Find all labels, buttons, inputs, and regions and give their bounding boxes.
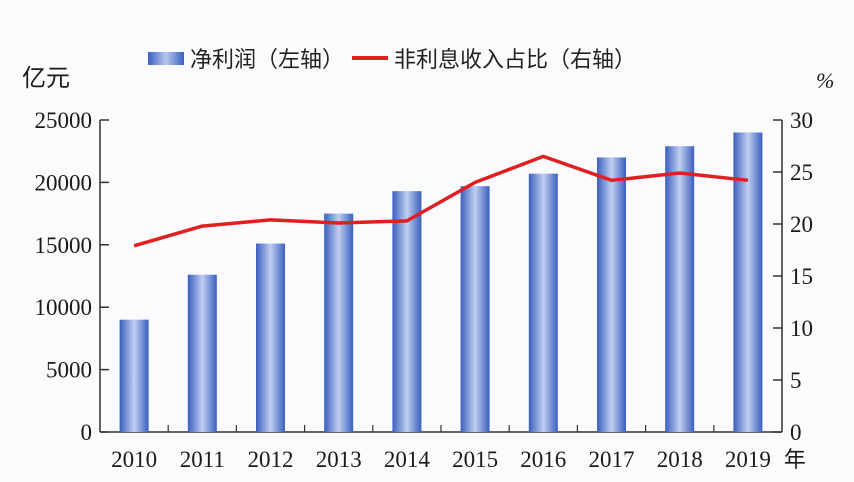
line-series xyxy=(133,154,749,248)
bar-2011 xyxy=(187,274,217,432)
x-axis-unit: 年 xyxy=(784,448,806,473)
x-tick-label: 2012 xyxy=(248,447,294,472)
left-tick-label: 25000 xyxy=(35,108,93,133)
x-tick-label: 2018 xyxy=(657,447,703,472)
bar-2017 xyxy=(597,157,626,432)
right-tick-label: 10 xyxy=(790,316,813,341)
legend-line-label: 非利息收入占比（右轴） xyxy=(394,48,637,73)
right-tick-label: 15 xyxy=(790,264,813,289)
bar-2019 xyxy=(733,132,763,433)
left-tick-label: 15000 xyxy=(35,233,93,258)
bar-2016 xyxy=(528,173,558,432)
bar-2015 xyxy=(460,186,490,432)
x-tick-label: 2017 xyxy=(589,447,635,472)
legend-line-swatch xyxy=(352,56,389,60)
right-tick-label: 25 xyxy=(790,160,813,185)
legend-bar-label: 净利润（左轴） xyxy=(190,48,345,73)
chart-legend: 净利润（左轴） 非利息收入占比（右轴） xyxy=(148,40,636,76)
legend-bar-swatch xyxy=(148,51,184,65)
x-tick-label: 2016 xyxy=(520,447,566,472)
left-tick-label: 5000 xyxy=(46,358,92,383)
x-tick-label: 2013 xyxy=(316,447,362,472)
left-axis-unit: 亿元 xyxy=(22,64,70,92)
left-tick-label: 0 xyxy=(81,420,93,445)
x-tick-label: 2010 xyxy=(111,447,157,472)
right-tick-label: 0 xyxy=(790,420,802,445)
right-tick-label: 30 xyxy=(790,108,813,133)
bar-2010 xyxy=(119,319,149,432)
x-tick-label: 2014 xyxy=(384,447,431,472)
left-tick-label: 20000 xyxy=(35,170,93,195)
axis-labels: 0 5000 10000 15000 20000 25000 0 5 10 15 20 25 30 201… xyxy=(22,64,834,473)
bar-2014 xyxy=(392,191,422,432)
bar-2018 xyxy=(665,146,695,432)
right-axis-unit: % xyxy=(816,68,834,93)
right-tick-label: 20 xyxy=(790,212,813,237)
bar-series xyxy=(119,132,763,433)
x-tick-label: 2019 xyxy=(725,447,771,472)
x-tick-label: 2015 xyxy=(452,447,498,472)
bar-2012 xyxy=(256,243,285,432)
right-tick-label: 5 xyxy=(790,368,802,393)
ratio-line xyxy=(133,154,749,248)
bar-2013 xyxy=(324,213,354,432)
left-tick-label: 10000 xyxy=(35,295,93,320)
x-tick-label: 2011 xyxy=(180,447,225,472)
